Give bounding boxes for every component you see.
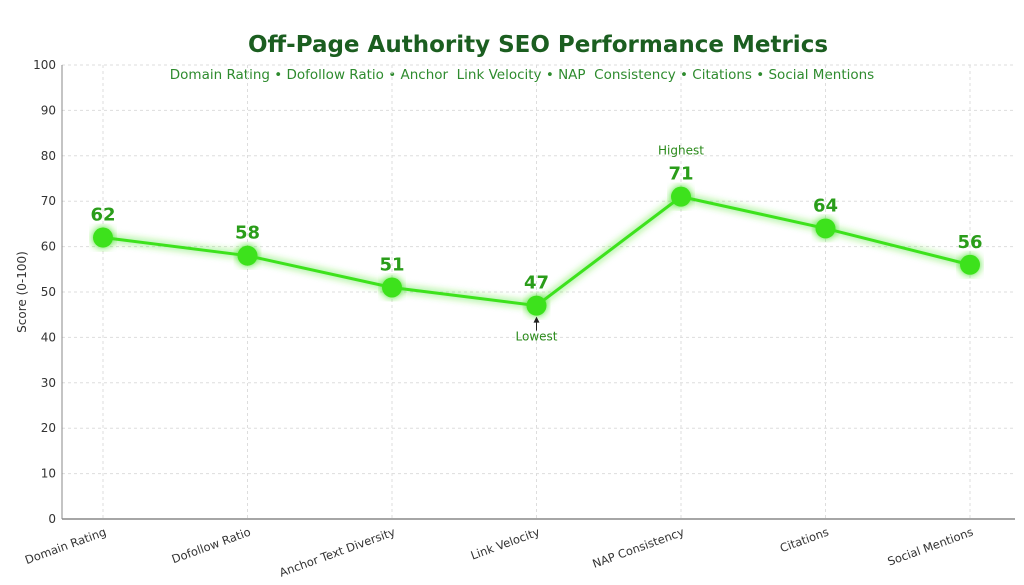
series-marks: 62 58 51 47 71 64 56 Highest Lowest [90,144,982,344]
arrow-head-icon [533,316,540,323]
data-label: 62 [90,205,115,226]
y-tick-label: 20 [41,421,56,435]
x-tick-label: Dofollow Ratio [170,525,253,567]
y-tick-label: 80 [41,149,56,163]
x-tick-label: Link Velocity [469,525,542,563]
y-axis-label: Score (0-100) [15,251,29,333]
annotation-lowest: Lowest [516,330,558,344]
data-label: 56 [957,232,982,253]
data-point [237,245,258,266]
x-tick-label: Social Mentions [886,525,975,569]
data-point [93,227,113,248]
data-label: 51 [379,254,404,275]
chart-subtitle: Domain Rating • Dofollow Ratio • Anchor … [170,67,874,83]
x-tick-label: Anchor Text Diversity [277,525,397,580]
y-tick-label: 10 [41,467,56,481]
axes: 0 10 20 30 40 50 60 70 80 90 100 Domain Rating Dofol… [23,58,1015,580]
x-tick-label: Domain Rating [23,525,108,567]
x-tick-label: Citations [778,525,831,556]
data-point [382,277,402,298]
data-label: 47 [524,273,549,294]
data-point [960,254,980,275]
data-label: 58 [235,223,260,244]
y-tick-label: 60 [41,240,56,254]
data-point [815,218,836,239]
y-tick-label: 30 [41,376,56,390]
y-tick-label: 70 [41,194,56,208]
y-tick-label: 0 [48,512,56,526]
grid [62,64,1015,520]
chart-title: Off-Page Authority SEO Performance Metri… [248,32,828,58]
data-label: 71 [668,164,693,185]
y-tick-label: 90 [41,103,56,117]
x-tick-label: NAP Consistency [590,525,686,571]
y-tick-label: 50 [41,285,56,299]
data-label: 64 [813,195,838,216]
y-tick-label: 40 [41,330,56,344]
data-point [526,295,547,316]
y-tick-label: 100 [33,58,56,72]
data-point [671,186,691,207]
annotation-highest: Highest [658,144,704,158]
